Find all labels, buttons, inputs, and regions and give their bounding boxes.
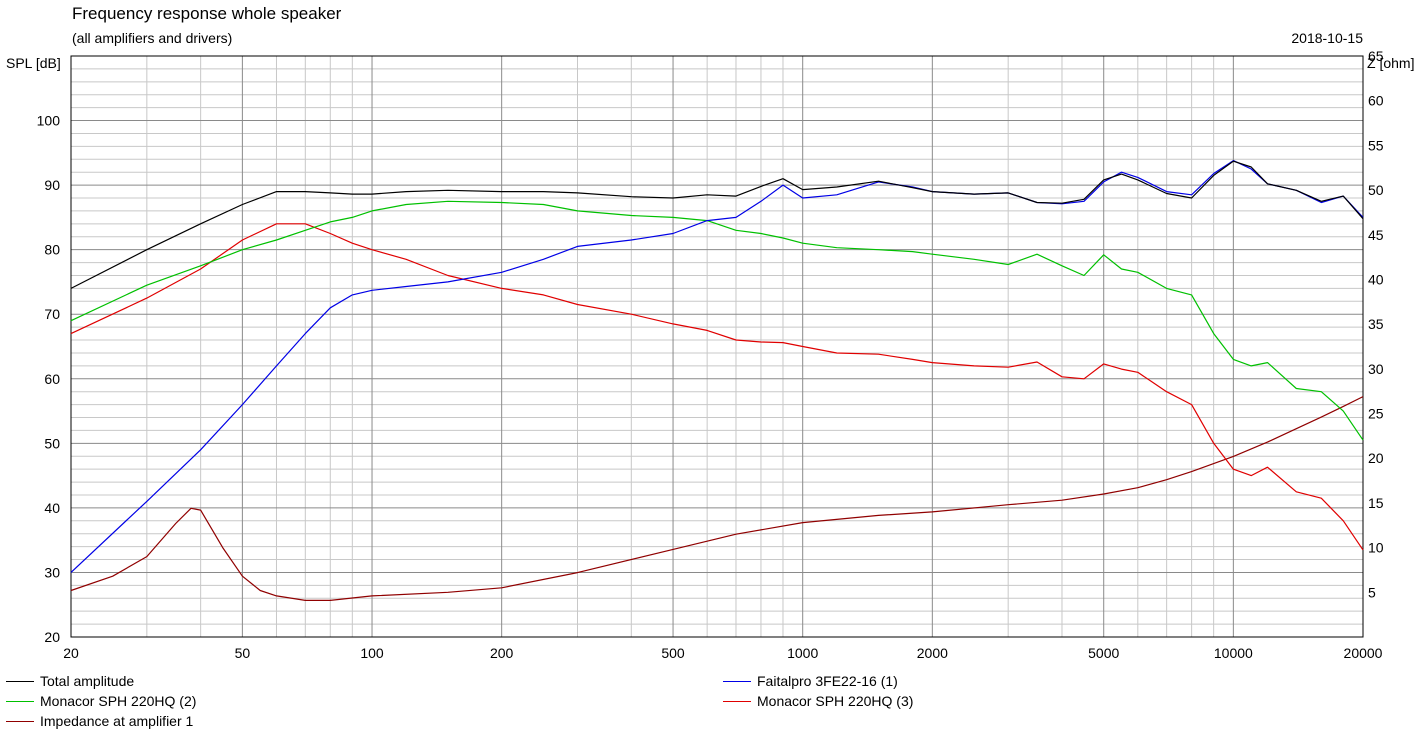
y-tick-label: 40 <box>44 500 60 516</box>
y2-tick-label: 45 <box>1368 227 1384 243</box>
y-tick-label: 20 <box>44 629 60 645</box>
legend-swatch-total-amplitude <box>6 680 34 682</box>
y-tick-label: 50 <box>44 435 60 451</box>
y2-tick-label: 20 <box>1368 450 1384 466</box>
y-tick-label: 90 <box>44 177 60 193</box>
y2-tick-label: 30 <box>1368 361 1384 377</box>
legend-label-monacor-2: Monacor SPH 220HQ (2) <box>40 693 197 709</box>
x-tick-label: 5000 <box>1088 645 1119 661</box>
legend-item-impedance: Impedance at amplifier 1 <box>6 712 193 730</box>
chart-date: 2018-10-15 <box>1291 30 1363 46</box>
x-tick-label: 20 <box>63 645 79 661</box>
series-line-impedance-at-amplifier-1 <box>70 396 1364 602</box>
y2-tick-label: 25 <box>1368 406 1384 422</box>
series-line-monacor-sph-220hq-3 <box>70 223 1364 551</box>
y2-tick-label: 55 <box>1368 137 1384 153</box>
y-tick-label: 80 <box>44 242 60 258</box>
y-tick-label: 70 <box>44 306 60 322</box>
legend-swatch-impedance <box>6 720 34 722</box>
legend-item-total-amplitude: Total amplitude <box>6 672 134 690</box>
y2-tick-label: 5 <box>1368 584 1376 600</box>
x-tick-label: 50 <box>235 645 251 661</box>
y2-tick-label: 40 <box>1368 271 1384 287</box>
y2-tick-label: 10 <box>1368 540 1384 556</box>
legend-label-total-amplitude: Total amplitude <box>40 673 135 689</box>
x-tick-label: 2000 <box>917 645 948 661</box>
legend-swatch-faitalpro <box>723 680 751 682</box>
series-line-monacor-sph-220hq-2 <box>70 200 1364 441</box>
y2-tick-label: 60 <box>1368 93 1384 109</box>
y2-tick-label: 15 <box>1368 495 1384 511</box>
x-tick-label: 500 <box>661 645 685 661</box>
plot-area <box>71 56 1363 637</box>
plot-frame <box>70 55 1364 638</box>
legend-label-monacor-3: Monacor SPH 220HQ (3) <box>757 693 914 709</box>
x-tick-label: 20000 <box>1344 645 1383 661</box>
y2-tick-label: 35 <box>1368 316 1384 332</box>
x-tick-label: 200 <box>490 645 514 661</box>
legend-swatch-monacor-2 <box>6 700 34 702</box>
y-tick-label: 100 <box>37 113 61 129</box>
chart-title: Frequency response whole speaker <box>72 4 342 23</box>
legend-label-impedance: Impedance at amplifier 1 <box>40 713 194 729</box>
x-tick-label: 10000 <box>1214 645 1253 661</box>
legend-label-faitalpro: Faitalpro 3FE22-16 (1) <box>757 673 898 689</box>
legend-item-monacor-2: Monacor SPH 220HQ (2) <box>6 692 196 710</box>
y2-tick-label: 65 <box>1368 48 1384 64</box>
x-tick-label: 100 <box>360 645 384 661</box>
chart-subtitle: (all amplifiers and drivers) <box>72 30 233 46</box>
series-line-faitalpro-3fe22-16-1 <box>70 160 1364 573</box>
legend-swatch-monacor-3 <box>723 700 751 702</box>
y-tick-label: 30 <box>44 564 60 580</box>
legend-item-monacor-3: Monacor SPH 220HQ (3) <box>723 692 913 710</box>
legend-item-faitalpro: Faitalpro 3FE22-16 (1) <box>723 672 898 690</box>
y-tick-label: 60 <box>44 371 60 387</box>
y2-axis-label: Z [ohm] <box>1367 55 1415 71</box>
x-tick-label: 1000 <box>787 645 818 661</box>
y2-tick-label: 50 <box>1368 182 1384 198</box>
y-axis-label: SPL [dB] <box>6 55 61 71</box>
series-line-total-amplitude <box>70 160 1364 289</box>
